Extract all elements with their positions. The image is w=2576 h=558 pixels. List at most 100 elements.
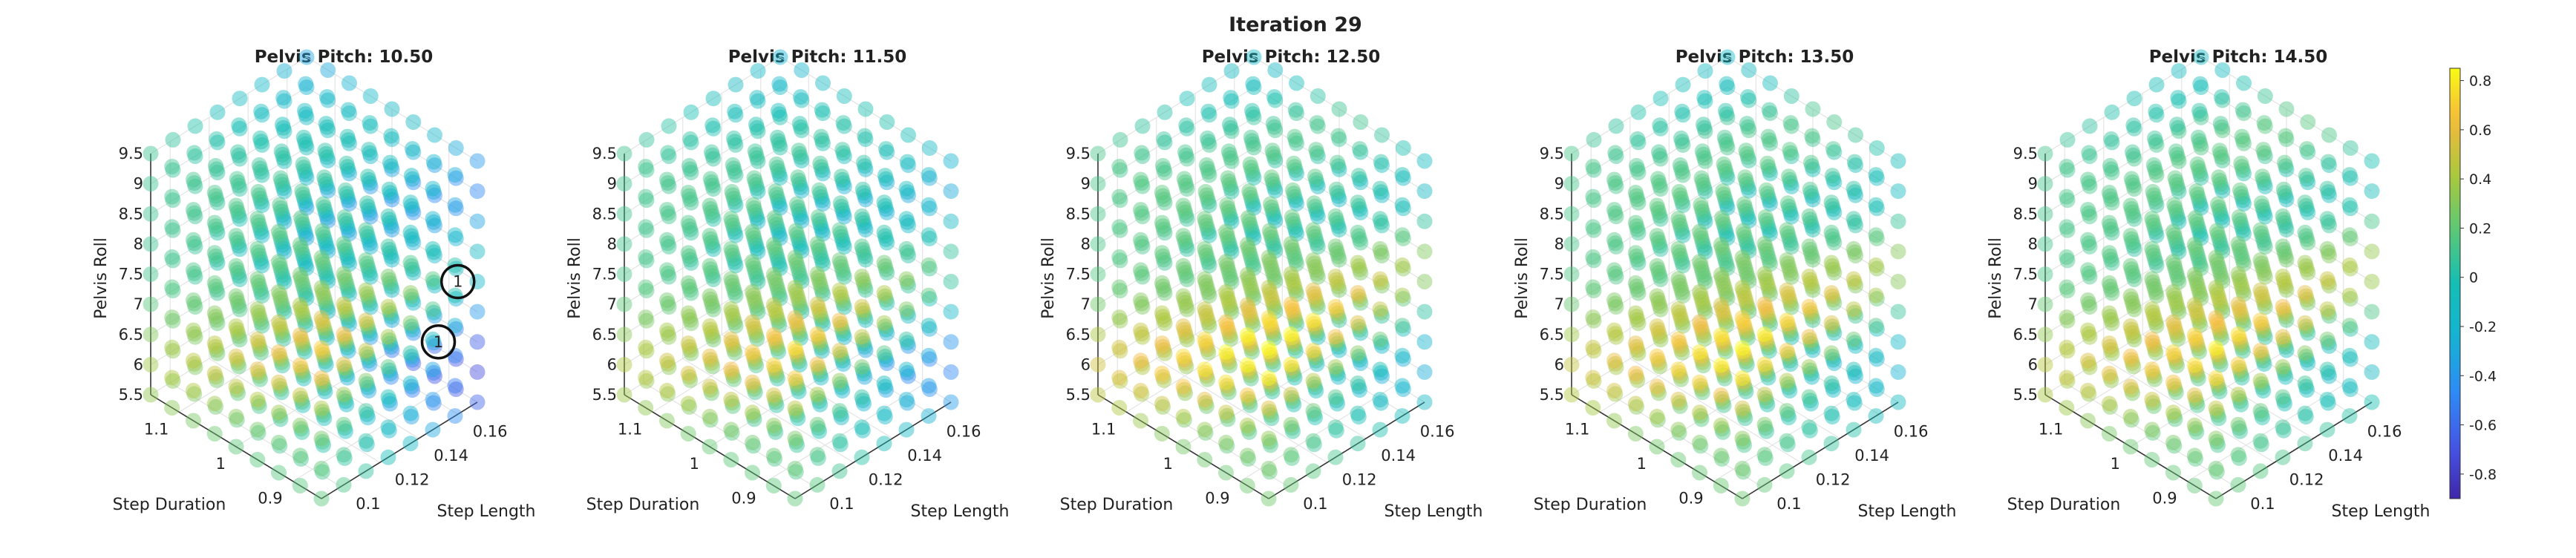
data-point [832, 315, 849, 332]
data-point [790, 320, 806, 336]
data-point [1222, 358, 1238, 374]
grid [1097, 56, 1425, 488]
data-point [318, 296, 334, 312]
data-point [1734, 400, 1750, 416]
data-point [812, 367, 828, 383]
data-point [1670, 301, 1687, 317]
data-point [336, 447, 352, 463]
data-point [725, 247, 741, 263]
data-point [616, 326, 632, 343]
data-point [251, 187, 267, 203]
data-point [2080, 413, 2096, 429]
data-point [2168, 203, 2184, 220]
data-point [1218, 283, 1234, 300]
data-point [1740, 209, 1756, 226]
data-point [1134, 329, 1151, 345]
data-point [745, 407, 762, 424]
data-point [857, 161, 874, 177]
data-point [1134, 326, 1150, 342]
data-point [1737, 350, 1753, 366]
y-tick-label: 0.9 [258, 490, 282, 508]
data-point [1220, 321, 1236, 337]
data-point [836, 239, 852, 255]
data-point [794, 122, 810, 139]
data-point [1671, 335, 1687, 351]
data-point [768, 334, 784, 349]
data-point [1307, 168, 1323, 185]
data-point [834, 322, 851, 338]
data-point [1220, 290, 1236, 306]
data-point [745, 257, 762, 273]
data-point [660, 295, 676, 312]
data-point [318, 176, 334, 192]
data-point [2298, 228, 2314, 244]
data-point [1869, 200, 1885, 217]
data-point [745, 197, 762, 213]
data-point [2212, 206, 2229, 222]
data-point [1736, 226, 1752, 242]
data-point [448, 351, 464, 367]
data-point [338, 212, 353, 229]
data-point [1762, 196, 1778, 211]
data-point [294, 213, 310, 229]
data-point [293, 240, 309, 256]
data-point [727, 315, 743, 331]
data-point [2319, 180, 2335, 197]
data-point [405, 141, 420, 157]
data-point [1697, 183, 1713, 200]
data-point [1759, 423, 1774, 439]
data-point [1222, 116, 1238, 133]
data-point [1223, 210, 1239, 226]
data-point [228, 197, 244, 214]
data-point [748, 298, 764, 313]
data-point [2211, 142, 2228, 159]
data-point [815, 286, 831, 302]
data-point [272, 407, 288, 424]
data-point [794, 183, 810, 199]
data-point [295, 397, 311, 413]
data-point [402, 345, 419, 361]
data-point [857, 128, 873, 144]
data-point [747, 263, 763, 280]
data-point [361, 322, 377, 338]
data-point [832, 406, 849, 422]
data-point [1736, 407, 1752, 423]
data-point [1627, 335, 1644, 352]
data-point [1606, 352, 1622, 369]
data-point [1179, 241, 1195, 257]
data-point [1714, 450, 1730, 467]
data-point [1243, 310, 1259, 326]
data-point [2167, 290, 2183, 306]
data-point [1804, 158, 1820, 174]
data-point [724, 274, 740, 290]
data-point [295, 310, 312, 326]
data-point [1328, 211, 1344, 228]
data-point [1719, 230, 1736, 246]
data-point [747, 234, 763, 250]
data-point [1779, 346, 1796, 362]
data-point [857, 222, 874, 237]
data-point [1693, 381, 1710, 397]
data-point [425, 301, 441, 318]
data-point [1825, 201, 1841, 217]
data-point [660, 326, 676, 342]
data-point [2102, 309, 2118, 325]
data-point [1177, 144, 1193, 160]
data-point [2167, 381, 2183, 397]
data-point [856, 214, 872, 231]
data-point [2297, 436, 2313, 452]
data-point [314, 343, 330, 359]
data-point [319, 149, 335, 165]
data-point [362, 118, 379, 134]
data-point [1781, 319, 1797, 335]
data-point [1286, 246, 1302, 262]
data-point [745, 434, 760, 450]
data-point [2148, 103, 2164, 119]
data-point [771, 223, 786, 240]
data-point [1761, 312, 1777, 329]
data-point [2255, 379, 2270, 395]
data-point [726, 160, 742, 177]
data-point [832, 286, 849, 302]
data-point [2212, 236, 2229, 252]
data-point [1175, 378, 1191, 395]
